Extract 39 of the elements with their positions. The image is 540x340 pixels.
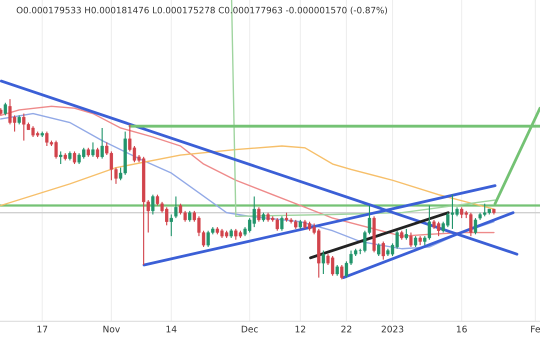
x-tick-label: Nov xyxy=(103,326,120,332)
candlestick xyxy=(404,228,408,240)
candlestick xyxy=(409,232,413,248)
candlestick xyxy=(4,102,8,116)
candlestick xyxy=(280,216,284,232)
candlestick xyxy=(18,114,21,125)
candlestick xyxy=(188,210,192,222)
candlestick xyxy=(86,147,90,158)
candlestick xyxy=(59,150,62,165)
candlestick xyxy=(322,250,326,275)
x-tick-label: 14 xyxy=(166,326,177,332)
candlestick xyxy=(100,127,104,160)
chart-title: O0.000179533 H0.000181476 L0.000175278 C0.000177963 -0.000001570 (-0.87%) xyxy=(16,6,388,14)
candlestick xyxy=(170,214,173,237)
candlestick xyxy=(377,242,380,257)
candlestick xyxy=(474,218,478,235)
x-tick-label: Fe xyxy=(531,326,540,332)
candlestick xyxy=(340,264,344,280)
x-tick-label: 17 xyxy=(37,326,48,332)
candlestick xyxy=(72,150,76,165)
x-tick-label: 16 xyxy=(456,326,467,332)
candlestick xyxy=(151,194,154,216)
candlestick xyxy=(382,240,385,260)
candlestick xyxy=(174,196,178,219)
x-tick-label: Dec xyxy=(242,326,258,332)
candlestick xyxy=(418,236,422,246)
candlestick xyxy=(262,212,266,222)
x-tick-label: 22 xyxy=(341,326,352,332)
candlestick xyxy=(400,230,404,240)
candlestick xyxy=(336,264,339,276)
x-tick-label: 12 xyxy=(296,326,306,332)
candlestick xyxy=(414,236,418,248)
candlestick xyxy=(257,206,260,222)
candlestick xyxy=(91,142,95,158)
candlestick xyxy=(230,228,233,238)
candlestick xyxy=(68,150,72,161)
candlestick xyxy=(298,219,302,230)
x-tick-label: 2023 xyxy=(382,326,404,332)
candlestick xyxy=(96,147,100,160)
